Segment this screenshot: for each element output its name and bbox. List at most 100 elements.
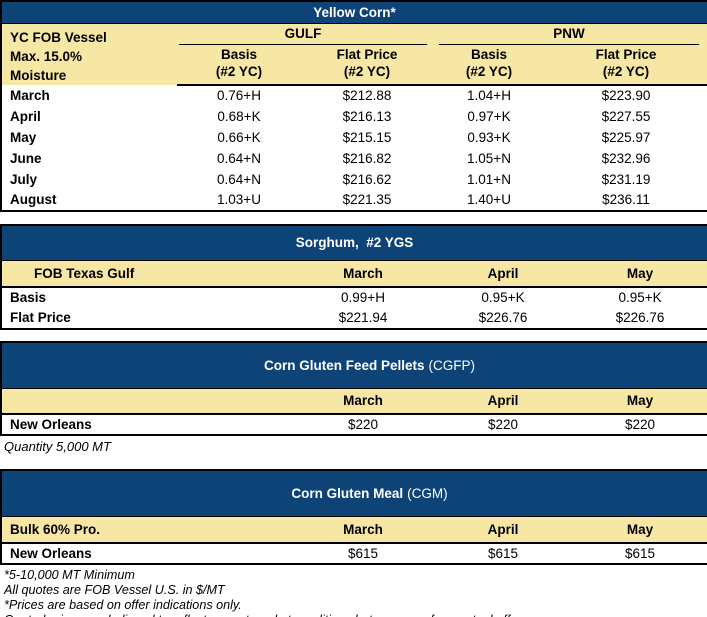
- footnote-minimum: *5-10,000 MT Minimum: [4, 567, 135, 582]
- sorghum-row-label-header: FOB Texas Gulf: [1, 260, 293, 288]
- month-label: May: [10, 129, 37, 145]
- col-header-march: March: [293, 388, 433, 415]
- month-label: April: [10, 108, 41, 124]
- spec-gulf-basis: (#2 YC): [177, 64, 301, 86]
- table-row-flat-price: Flat Price $221.94 $226.76 $226.76: [1, 308, 707, 329]
- spec-label-line2: Max. 15.0%: [10, 48, 83, 64]
- table-row-new-orleans: New Orleans $615 $615 $615: [1, 543, 707, 564]
- pnw-basis-value: 0.97+K: [467, 108, 511, 124]
- footnote-indications: *Prices are based on offer indications o…: [4, 597, 242, 612]
- cgm-header-row: Bulk 60% Pro. March April May: [1, 516, 707, 544]
- pnw-flat-value: $227.55: [601, 108, 651, 124]
- cgm-may: $615: [624, 545, 656, 561]
- table-row-march: March 0.76+H $212.88 1.04+H $223.90: [1, 85, 707, 106]
- flat-march: $221.94: [338, 310, 388, 325]
- col-header-gulf-flat: Flat Price: [336, 47, 398, 63]
- gulf-basis-value: 0.64+N: [217, 171, 261, 187]
- pnw-flat-value: $225.97: [601, 129, 651, 145]
- table-row-new-orleans: New Orleans $220 $220 $220: [1, 414, 707, 435]
- basis-march: 0.99+H: [341, 290, 385, 305]
- sorghum-title: Sorghum, #2 YGS: [295, 235, 414, 251]
- section-gap: [0, 212, 707, 224]
- spec-label-line3: Moisture: [10, 67, 67, 83]
- pnw-basis-value: 0.93+K: [467, 129, 511, 145]
- table-row-april: April 0.68+K $216.13 0.97+K $227.55: [1, 106, 707, 127]
- yellow-corn-region-header-row: YC FOB Vessel Max. 15.0% Moisture GULF P…: [1, 23, 707, 83]
- pnw-basis-value: 1.01+N: [467, 171, 511, 187]
- spec-label-line1: YC FOB Vessel: [10, 29, 107, 45]
- gulf-flat-value: $212.88: [342, 88, 392, 103]
- col-header-may: May: [573, 260, 707, 288]
- col-header-may: May: [573, 516, 707, 544]
- col-header-may: May: [573, 388, 707, 415]
- spec-gulf-flat: (#2 YC): [301, 64, 433, 86]
- pnw-flat-value: $231.19: [601, 171, 651, 187]
- gulf-flat-value: $216.62: [342, 171, 392, 187]
- sorghum-title-bar: Sorghum, #2 YGS: [1, 224, 707, 261]
- yellow-corn-subheader-row: Basis Flat Price Basis Flat Price: [1, 45, 707, 65]
- basis-april: 0.95+K: [481, 290, 525, 305]
- gulf-basis-value: 0.64+N: [217, 150, 261, 166]
- col-header-march: March: [293, 260, 433, 288]
- cgfp-row-label-header: [1, 388, 293, 415]
- footnote-fob: All quotes are FOB Vessel U.S. in $/MT: [4, 582, 225, 597]
- spec-pnw-basis: (#2 YC): [433, 64, 545, 86]
- col-header-april: April: [433, 260, 573, 288]
- section-gap: [0, 457, 707, 469]
- table-row-june: June 0.64+N $216.82 1.05+N $232.96: [1, 148, 707, 169]
- cgfp-title-bar: Corn Gluten Feed Pellets (CGFP): [1, 341, 707, 389]
- sorghum-table: Sorghum, #2 YGS FOB Texas Gulf March Apr…: [0, 223, 707, 330]
- col-header-pnw-flat: Flat Price: [595, 47, 657, 63]
- gulf-flat-value: $221.35: [342, 192, 392, 207]
- row-label: New Orleans: [10, 417, 92, 432]
- yellow-corn-title-bar: Yellow Corn*: [1, 1, 707, 24]
- flat-april: $226.76: [478, 310, 528, 325]
- cgfp-may: $220: [625, 417, 656, 432]
- col-header-gulf-basis: Basis: [220, 47, 258, 63]
- cgm-title: Corn Gluten Meal: [291, 486, 404, 501]
- cgfp-header-row: March April May: [1, 388, 707, 415]
- pnw-flat-value: $223.90: [601, 88, 651, 103]
- col-header-pnw-basis: Basis: [470, 47, 508, 63]
- yellow-corn-spec-row: (#2 YC) (#2 YC) (#2 YC) (#2 YC): [1, 64, 707, 86]
- yellow-corn-table: Yellow Corn* YC FOB Vessel Max. 15.0% Mo…: [0, 0, 707, 212]
- gulf-flat-value: $216.82: [342, 150, 392, 166]
- gulf-flat-value: $215.15: [342, 129, 392, 145]
- yellow-corn-spec-label: YC FOB Vessel Max. 15.0% Moisture: [1, 23, 177, 85]
- flat-may: $226.76: [615, 310, 665, 325]
- cgfp-title: Corn Gluten Feed Pellets: [264, 357, 425, 373]
- table-row-basis: Basis 0.99+H 0.95+K 0.95+K: [1, 287, 707, 308]
- month-label: June: [10, 150, 42, 166]
- pnw-flat-value: $232.96: [601, 150, 651, 166]
- sorghum-header-row: FOB Texas Gulf March April May: [1, 260, 707, 288]
- cgm-march: $615: [347, 545, 379, 561]
- table-row-july: July 0.64+N $216.62 1.01+N $231.19: [1, 169, 707, 190]
- pnw-basis-value: 1.40+U: [467, 192, 511, 207]
- cgfp-table: Corn Gluten Feed Pellets (CGFP) March Apr…: [0, 340, 707, 436]
- footnote-market-conditions: Quoted prices are believed to reflect cu…: [4, 613, 707, 617]
- col-header-april: April: [433, 516, 573, 544]
- cgfp-title-abbrev: (CGFP): [428, 357, 476, 373]
- cgm-title-abbrev: (CGM): [407, 486, 448, 501]
- cgfp-april: $220: [487, 417, 519, 432]
- footnotes: *5-10,000 MT Minimum All quotes are FOB …: [0, 565, 707, 617]
- table-row-august: August 1.03+U $221.35 1.40+U $236.11: [1, 190, 707, 211]
- gulf-flat-value: $216.13: [342, 108, 392, 124]
- row-label: Basis: [10, 290, 47, 305]
- basis-may: 0.95+K: [618, 290, 662, 305]
- cgfp-quantity-note: Quantity 5,000 MT: [4, 439, 111, 454]
- col-header-march: March: [293, 516, 433, 544]
- month-label: March: [10, 87, 50, 103]
- section-gap: [0, 330, 707, 341]
- cgm-april: $615: [487, 545, 519, 561]
- region-header-pnw: PNW: [433, 23, 707, 46]
- gulf-basis-value: 0.76+H: [217, 88, 261, 103]
- gulf-basis-value: 0.68+K: [217, 108, 261, 124]
- region-header-gulf: GULF: [177, 23, 433, 46]
- month-label: July: [10, 171, 38, 187]
- month-label: August: [10, 192, 57, 207]
- cgfp-march: $220: [347, 417, 379, 432]
- col-header-april: April: [433, 388, 573, 415]
- table-row-may: May 0.66+K $215.15 0.93+K $225.97: [1, 127, 707, 148]
